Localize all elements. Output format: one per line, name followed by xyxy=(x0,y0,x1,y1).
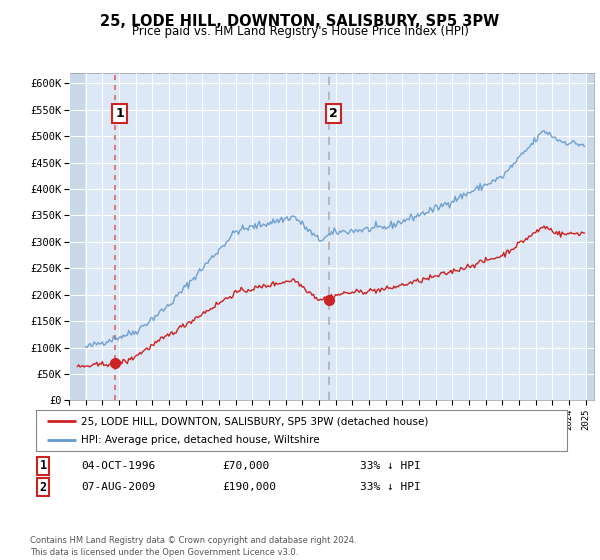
Bar xyxy=(586,73,594,400)
Text: 1: 1 xyxy=(40,459,47,473)
Text: 04-OCT-1996: 04-OCT-1996 xyxy=(81,461,155,471)
Text: 07-AUG-2009: 07-AUG-2009 xyxy=(81,482,155,492)
Text: 1: 1 xyxy=(115,108,124,120)
Text: Contains HM Land Registry data © Crown copyright and database right 2024.
This d: Contains HM Land Registry data © Crown c… xyxy=(30,536,356,557)
Text: 25, LODE HILL, DOWNTON, SALISBURY, SP5 3PW (detached house): 25, LODE HILL, DOWNTON, SALISBURY, SP5 3… xyxy=(81,417,428,426)
Text: 2: 2 xyxy=(329,108,338,120)
Text: 33% ↓ HPI: 33% ↓ HPI xyxy=(360,461,421,471)
Text: 2: 2 xyxy=(40,480,47,494)
Text: HPI: Average price, detached house, Wiltshire: HPI: Average price, detached house, Wilt… xyxy=(81,435,320,445)
Bar xyxy=(69,73,85,400)
Text: £70,000: £70,000 xyxy=(222,461,269,471)
Text: 33% ↓ HPI: 33% ↓ HPI xyxy=(360,482,421,492)
Text: £190,000: £190,000 xyxy=(222,482,276,492)
Text: 25, LODE HILL, DOWNTON, SALISBURY, SP5 3PW: 25, LODE HILL, DOWNTON, SALISBURY, SP5 3… xyxy=(100,14,500,29)
Text: Price paid vs. HM Land Registry's House Price Index (HPI): Price paid vs. HM Land Registry's House … xyxy=(131,25,469,38)
